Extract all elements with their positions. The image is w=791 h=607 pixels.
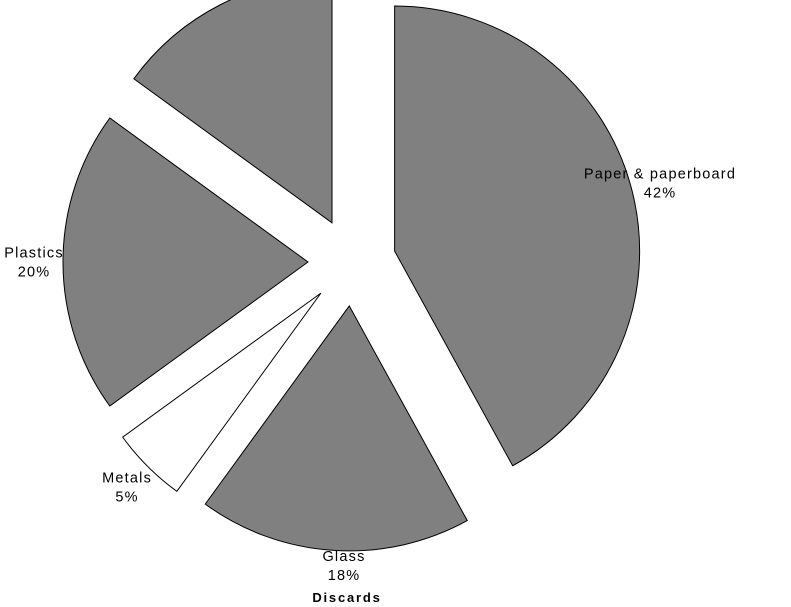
slice-label-metals: Metals 5% bbox=[102, 470, 152, 505]
pie-slice-metals bbox=[121, 292, 322, 493]
slice-category-label: Paper & paperboard bbox=[584, 166, 736, 182]
slice-label-glass: Glass 18% bbox=[322, 549, 365, 584]
slice-value-label: 18% bbox=[328, 568, 361, 584]
pie-slice-glass bbox=[204, 304, 468, 552]
slice-category-label: Glass bbox=[322, 549, 365, 565]
slice-value-label: 42% bbox=[644, 185, 677, 201]
slice-category-label: Plastics bbox=[4, 246, 64, 262]
slice-label-plastics: Plastics 20% bbox=[4, 246, 64, 281]
pie-labels: Paper & paperboard 42% Glass 18% Metals 5% Pla… bbox=[4, 166, 736, 584]
slice-category-label: Metals bbox=[102, 470, 152, 486]
slice-value-label: 5% bbox=[115, 489, 138, 505]
pie-slice-plastics bbox=[62, 117, 309, 407]
pie-slice-paper-and-paperboard bbox=[394, 5, 641, 467]
slice-value-label: 20% bbox=[18, 265, 51, 281]
chart-title: Discards bbox=[312, 590, 381, 605]
slice-label-paper-and-paperboard: Paper & paperboard 42% bbox=[584, 166, 736, 201]
pie-slice-wood bbox=[133, 0, 333, 224]
pie-slices bbox=[62, 0, 641, 552]
